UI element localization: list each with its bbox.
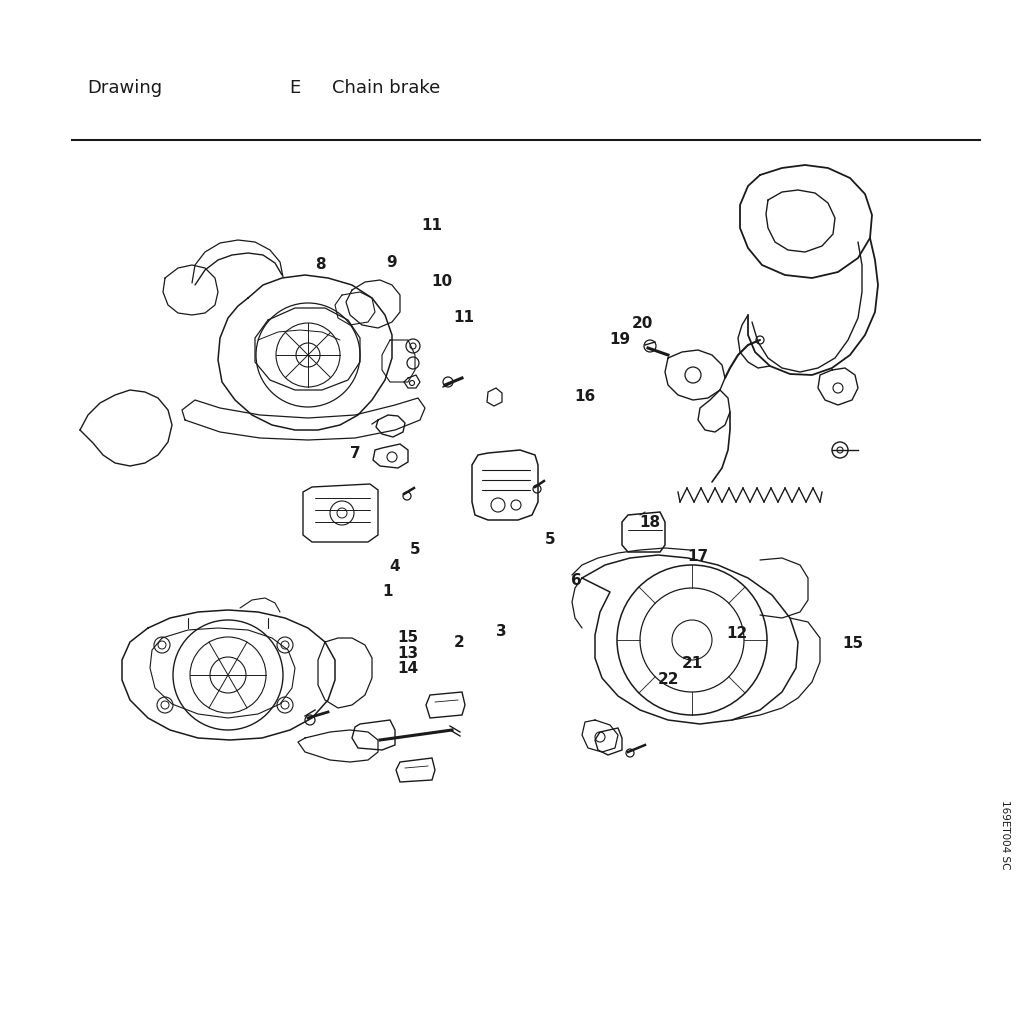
Text: 5: 5 [545,532,555,547]
Text: 5: 5 [410,543,420,557]
Text: 8: 8 [315,257,326,271]
Text: 1: 1 [382,585,392,599]
Text: 19: 19 [609,333,630,347]
Text: 3: 3 [497,625,507,639]
Text: 20: 20 [632,316,652,331]
Text: Drawing: Drawing [87,79,162,97]
Text: 18: 18 [640,515,660,529]
Text: 12: 12 [727,627,748,641]
Text: 9: 9 [386,255,396,269]
Text: 14: 14 [397,662,418,676]
Text: E: E [289,79,300,97]
Text: 17: 17 [688,549,709,563]
Text: 15: 15 [843,636,863,650]
Text: 21: 21 [682,656,702,671]
Text: 13: 13 [397,646,418,660]
Text: 4: 4 [389,559,399,573]
Text: Chain brake: Chain brake [332,79,440,97]
Text: 6: 6 [571,573,582,588]
Text: 11: 11 [422,218,442,232]
Text: 11: 11 [454,310,474,325]
Text: 7: 7 [350,446,360,461]
Text: 22: 22 [658,673,679,687]
Text: 2: 2 [454,635,464,649]
Text: 10: 10 [432,274,453,289]
Text: 15: 15 [397,631,418,645]
Text: 16: 16 [574,389,595,403]
Text: 169ET004 SC: 169ET004 SC [1000,801,1010,870]
